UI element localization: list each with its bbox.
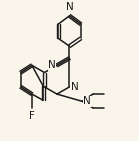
Text: F: F bbox=[29, 111, 35, 121]
Text: N: N bbox=[48, 60, 56, 70]
Text: N: N bbox=[83, 96, 91, 106]
Text: N: N bbox=[71, 82, 78, 92]
Text: N: N bbox=[66, 3, 73, 13]
